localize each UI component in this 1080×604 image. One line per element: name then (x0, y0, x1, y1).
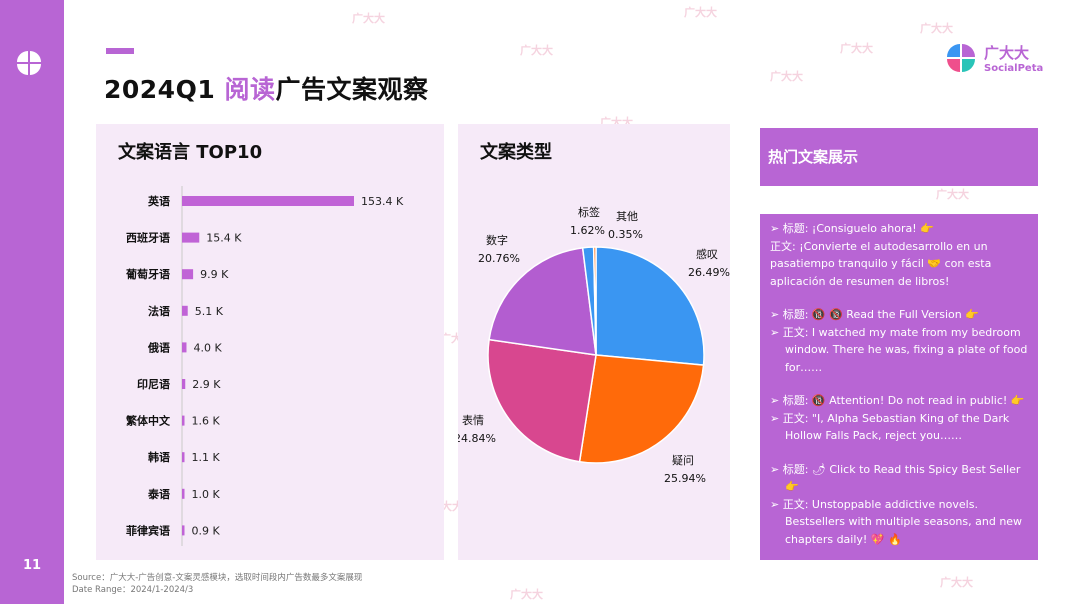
hot-copy-3-body: ➢ 正文: "I, Alpha Sebastian King of the Da… (770, 411, 1010, 443)
bar-value-label: 1.0 K (192, 488, 221, 501)
bar-category-label: 英语 (147, 194, 170, 208)
watermark: 广大大 (840, 42, 873, 55)
bar-value-label: 1.6 K (192, 415, 221, 428)
bar-category-label: 菲律宾语 (126, 523, 170, 537)
pie-slice (488, 246, 597, 356)
hot-copy-list: ➢ 标题: ¡Consiguelo ahora! 👉 正文: ¡Conviert… (760, 214, 1038, 560)
pie-slice (595, 246, 705, 366)
pie-category-label: 其他 (616, 210, 638, 223)
pie-value-label: 1.62% (570, 224, 605, 237)
type-pie-chart: 感叹 26.49% 疑问 25.94% 表情 24.84% 数字 20.76% 标签 1.62% 其… (458, 205, 730, 485)
watermark: 广大大 (770, 70, 803, 83)
hot-copy-4-title: ➢ 标题: 🌶 Click to Read this Spicy Best Se… (770, 462, 1021, 494)
language-panel-title: 文案语言 TOP10 (118, 142, 263, 163)
bar-value-label: 153.4 K (361, 195, 404, 208)
bar-category-label: 西班牙语 (126, 231, 170, 245)
bar-category-label: 俄语 (147, 340, 170, 354)
bar-category-label: 法语 (148, 304, 170, 318)
hot-copy-3-title: ➢ 标题: 🔞 Attention! Do not read in public… (770, 394, 1025, 407)
bar-category-label: 葡萄牙语 (125, 267, 170, 281)
bar (182, 232, 200, 243)
language-bar-chart: 英语 153.4 K 西班牙语 15.4 K 葡萄牙语 9.9 K 法语 5.1 K 俄语 4.0… (125, 186, 404, 546)
hot-copy-2-title: ➢ 标题: 🔞 🔞 Read the Full Version 👉 (770, 308, 979, 321)
bar-value-label: 9.9 K (200, 268, 229, 281)
bar-value-label: 15.4 K (206, 232, 242, 245)
socialpeta-logo-icon (947, 44, 975, 72)
bar (182, 196, 354, 206)
type-panel-title: 文案类型 (480, 142, 552, 163)
pie-category-label: 数字 (486, 233, 508, 247)
watermark: 广大大 (510, 588, 543, 601)
watermark: 广大大 (520, 44, 553, 57)
pie-value-label: 20.76% (478, 252, 520, 265)
bar (182, 342, 187, 353)
watermark: 广大大 (684, 6, 717, 19)
bar (182, 269, 194, 280)
pie-category-label: 感叹 (696, 248, 718, 261)
bar (182, 525, 185, 536)
title-accent-bar (106, 48, 134, 54)
bar-value-label: 2.9 K (192, 378, 221, 391)
hot-copy-1-title: ➢ 标题: ¡Consiguelo ahora! 👉 (770, 222, 934, 235)
pie-slice (487, 338, 597, 463)
bar (182, 488, 185, 499)
bar (182, 305, 188, 316)
bar-category-label: 韩语 (148, 450, 170, 464)
bar-value-label: 5.1 K (195, 305, 224, 318)
bar (182, 379, 186, 389)
hot-copy-1-body: 正文: ¡Convierte el autodesarrollo en un p… (770, 239, 992, 288)
type-panel: 文案类型 感叹 26.49% 疑问 25.94% 表情 24.84% 数字 20.76% 标签 1… (458, 124, 730, 560)
hot-copy-2-body: ➢ 正文: I watched my mate from my bedroom … (770, 325, 1028, 374)
brand-name-en: SocialPeta (984, 63, 1044, 74)
pie-category-label: 表情 (462, 413, 484, 427)
bar-category-label: 泰语 (147, 487, 170, 501)
language-panel: 文案语言 TOP10 英语 153.4 K 西班牙语 15.4 K 葡萄牙语 9.9 K 法… (96, 124, 444, 560)
pie-value-label: 25.94% (664, 472, 706, 485)
bar (182, 415, 185, 426)
pie-value-label: 0.35% (608, 228, 643, 241)
pie-category-label: 标签 (578, 205, 600, 219)
pie-category-label: 疑问 (672, 454, 694, 467)
date-range-line: Date Range：2024/1-2024/3 (72, 585, 194, 595)
bar-value-label: 4.0 K (193, 341, 222, 354)
watermark: 广大大 (352, 12, 385, 25)
watermark: 广大大 (936, 188, 969, 201)
bar-value-label: 1.1 K (192, 451, 221, 464)
hot-copy-title: 热门文案展示 (768, 148, 859, 166)
bar-category-label: 印尼语 (137, 377, 170, 391)
source-line: Source：广大大-广告创意-文案灵感模块，选取时间段内广告数最多文案展现 (72, 573, 363, 583)
brand-mark-icon (17, 51, 41, 75)
bar (182, 452, 185, 463)
brand-name-cn: 广大大 (984, 44, 1030, 62)
title-highlight: 阅读 (224, 75, 276, 104)
pie-value-label: 26.49% (688, 266, 730, 279)
pie-slice (578, 354, 705, 464)
title-prefix: 2024Q1 (104, 75, 225, 104)
pie-value-label: 24.84% (458, 432, 496, 445)
hot-copy-header: 热门文案展示 (760, 128, 1038, 186)
page-number: 11 (22, 558, 42, 573)
bar-category-label: 繁体中文 (125, 414, 171, 428)
hot-copy-4-body: ➢ 正文: Unstoppable addictive novels. Best… (770, 497, 1023, 546)
watermark: 广大大 (940, 576, 973, 589)
source-note: Source：广大大-广告创意-文案灵感模块，选取时间段内广告数最多文案展现 D… (72, 572, 362, 596)
sidebar: 11 (0, 0, 64, 604)
page-title: 2024Q1 阅读广告文案观察 (104, 70, 428, 106)
watermark: 广大大 (920, 22, 953, 35)
title-suffix: 广告文案观察 (275, 75, 429, 104)
bar-value-label: 0.9 K (192, 524, 221, 537)
pie-slice (592, 246, 597, 356)
